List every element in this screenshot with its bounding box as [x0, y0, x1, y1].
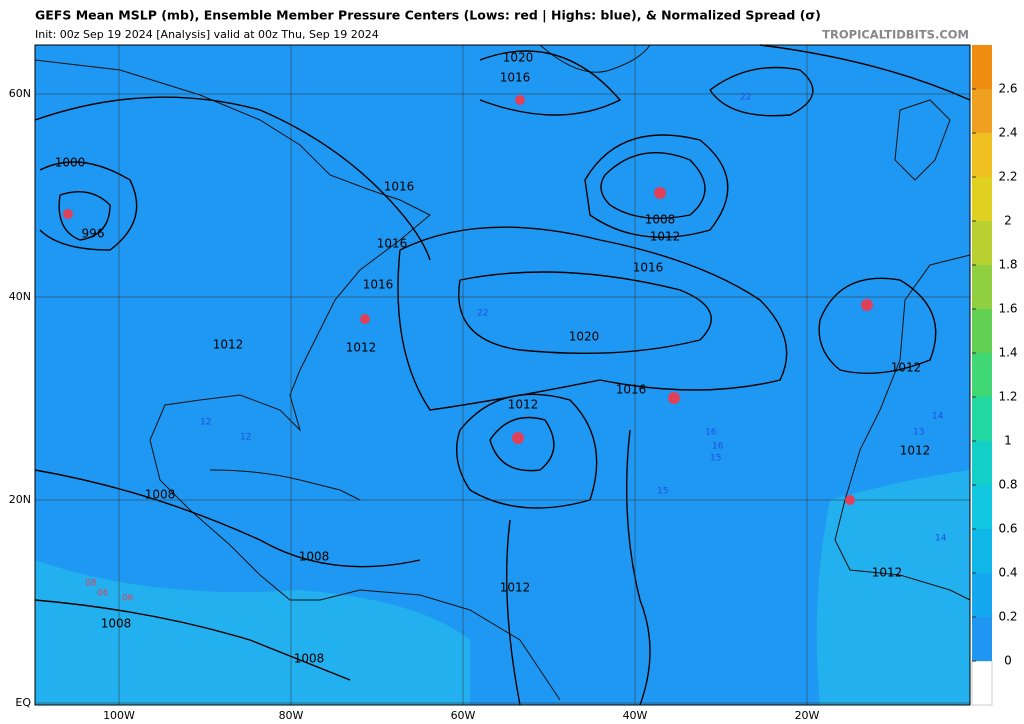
contour-label: 1012	[891, 361, 922, 375]
contour-label: 1012	[500, 581, 531, 595]
colorbar-segment	[972, 441, 992, 485]
contour-label: 1016	[384, 180, 415, 194]
colorbar-segment	[972, 353, 992, 397]
high-center: 16	[712, 442, 724, 452]
coastlines	[34, 44, 971, 701]
colorbar-label: 1.6	[998, 302, 1017, 316]
colorbar-label: 2.2	[998, 170, 1017, 184]
contour-label: 1016	[616, 383, 647, 397]
contour-label: 1008	[145, 488, 176, 502]
contour-label: 1008	[101, 617, 132, 631]
contour-label: 1012	[213, 338, 244, 352]
colorbar-label: 2	[1004, 214, 1012, 228]
map: 1020 1016 1000 996 1016 1016 1016 1012 1…	[34, 44, 971, 706]
low-cluster	[515, 95, 525, 105]
low-cluster	[360, 314, 370, 324]
graticule	[35, 45, 970, 705]
colorbar-label: 2.6	[998, 82, 1017, 96]
subtitle: Init: 00z Sep 19 2024 [Analysis] valid a…	[35, 28, 379, 41]
low-cluster	[512, 432, 524, 444]
contour-label: 1008	[299, 550, 330, 564]
map-frame	[34, 44, 971, 706]
contour-label: 1016	[363, 278, 394, 292]
contour-label: 1012	[900, 444, 931, 458]
contour-label: 1016	[633, 261, 664, 275]
high-center: 16	[705, 428, 717, 438]
lat-label: EQ	[15, 696, 31, 709]
colorbar-segment	[972, 45, 992, 89]
colorbar-label: 1.4	[998, 346, 1017, 360]
spread-shade	[816, 470, 970, 705]
colorbar-segment	[972, 265, 992, 309]
pressure-centers: 22 22 16 16 15 15 12 12 14 08 06 06 13 1…	[63, 93, 947, 604]
lon-label: 60W	[451, 709, 476, 722]
contour-label: 1012	[508, 398, 539, 412]
colorbar-label: 0.8	[998, 478, 1017, 492]
contour-label: 1016	[500, 71, 531, 85]
colorbar-label: 2.4	[998, 126, 1017, 140]
contour-labels: 1020 1016 1000 996 1016 1016 1016 1012 1…	[55, 51, 931, 666]
low-center: 06	[122, 594, 134, 604]
colorbar-label: 1.8	[998, 258, 1017, 272]
contour-label: 1012	[872, 566, 903, 580]
lon-label: 100W	[103, 709, 135, 722]
colorbar-segment	[972, 177, 992, 221]
colorbar-segment	[972, 133, 992, 177]
title: GEFS Mean MSLP (mb), Ensemble Member Pre…	[35, 8, 821, 23]
high-center: 12	[240, 433, 251, 443]
high-center: 22	[477, 309, 488, 319]
isobars	[34, 44, 971, 706]
colorbar-label: 0.4	[998, 566, 1017, 580]
high-center: 15	[657, 487, 668, 497]
colorbar-segment	[972, 617, 992, 661]
low-cluster	[654, 187, 666, 199]
low-cluster	[845, 495, 855, 505]
contour-label: 1016	[377, 237, 408, 251]
lon-label: 40W	[623, 709, 648, 722]
lat-label: 20N	[9, 493, 31, 506]
low-center: 06	[97, 589, 109, 599]
colorbar-label: 1	[1004, 434, 1012, 448]
spread-shade	[35, 560, 470, 705]
high-center: 13	[913, 428, 924, 438]
colorbar-segment	[972, 529, 992, 573]
colorbar-label: 0	[1004, 654, 1012, 668]
contour-label: 1008	[294, 652, 325, 666]
colorbar: 0 0.2 0.4 0.6 0.8 1 1.2 1.4 1.6 1.8 2 2.2 2.4 2.6	[971, 45, 1018, 706]
contour-label: 1012	[650, 230, 681, 244]
high-center: 14	[932, 412, 944, 422]
colorbar-below	[971, 660, 993, 706]
low-cluster	[861, 299, 873, 311]
low-center: 08	[85, 579, 97, 589]
low-cluster	[63, 209, 73, 219]
colorbar-segment	[972, 573, 992, 617]
contour-label: 1000	[55, 156, 86, 170]
lon-label: 80W	[279, 709, 304, 722]
colorbar-segment	[972, 397, 992, 441]
colorbar-segment	[972, 221, 992, 265]
contour-label: 1008	[645, 213, 676, 227]
contour-label: 996	[82, 227, 105, 241]
colorbar-label: 0.6	[998, 522, 1017, 536]
high-center: 12	[200, 418, 211, 428]
contour-label: 1012	[346, 341, 377, 355]
lat-label: 60N	[9, 87, 31, 100]
colorbar-segment	[972, 89, 992, 133]
colorbar-segment	[972, 485, 992, 529]
colorbar-label: 1.2	[998, 390, 1017, 404]
high-center: 14	[935, 534, 947, 544]
lat-label: 40N	[9, 290, 31, 303]
high-center: 22	[740, 93, 751, 103]
lon-label: 20W	[795, 709, 820, 722]
high-center: 15	[710, 454, 721, 464]
colorbar-label: 0.2	[998, 610, 1017, 624]
contour-label: 1020	[569, 330, 600, 344]
low-cluster	[668, 392, 680, 404]
watermark: TROPICALTIDBITS.COM	[822, 28, 969, 42]
colorbar-segment	[972, 309, 992, 353]
contour-label: 1020	[503, 51, 534, 65]
